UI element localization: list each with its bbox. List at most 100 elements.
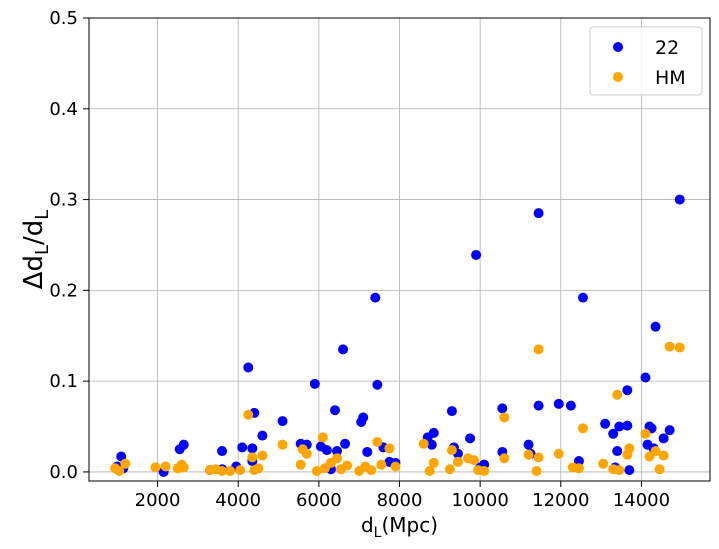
legend-marker-HM: [613, 72, 623, 82]
data-point: [366, 465, 377, 476]
data-point: [372, 436, 383, 447]
data-point: [614, 421, 625, 432]
data-point: [340, 438, 351, 449]
data-point: [640, 428, 651, 439]
data-point: [664, 425, 675, 436]
y-tick-label: 0.2: [49, 280, 78, 301]
data-point: [237, 442, 248, 453]
data-point: [523, 439, 534, 450]
x-tick-label: 12000: [532, 490, 589, 511]
data-point: [446, 406, 457, 417]
data-point: [565, 400, 576, 411]
data-point: [452, 456, 463, 467]
x-tick-label: 6000: [296, 490, 342, 511]
data-point: [178, 439, 189, 450]
data-point: [372, 379, 383, 390]
data-point: [553, 398, 564, 409]
data-point: [577, 292, 588, 303]
data-point: [277, 439, 288, 450]
data-point: [376, 459, 387, 470]
ticks: 2000 4000 6000 8000 10000 12000 14000 0.0 0.1 0.2…: [49, 8, 670, 511]
y-tick-label: 0.5: [49, 8, 78, 29]
data-point: [329, 405, 340, 416]
data-point: [120, 458, 131, 469]
data-point: [533, 208, 544, 219]
data-point: [612, 446, 623, 457]
data-point: [640, 372, 651, 383]
data-point: [622, 420, 633, 431]
legend-marker-22: [613, 42, 623, 52]
data-point: [342, 460, 353, 471]
data-point: [533, 452, 544, 463]
series-22: [112, 194, 685, 477]
data-point: [390, 461, 401, 472]
data-point: [331, 453, 342, 464]
data-point: [533, 400, 544, 411]
data-point: [531, 466, 542, 477]
data-point: [253, 463, 264, 474]
data-point: [622, 385, 633, 396]
data-point: [499, 453, 510, 464]
data-point: [160, 461, 171, 472]
data-point: [178, 462, 189, 473]
data-point: [428, 457, 439, 468]
data-point: [479, 466, 490, 477]
data-point: [116, 451, 127, 462]
y-axis-label: ΔdL/dL: [19, 210, 53, 290]
data-point: [471, 249, 482, 260]
data-point: [650, 446, 661, 457]
data-point: [674, 342, 685, 353]
data-point: [338, 344, 349, 355]
y-tick-label: 0.4: [49, 99, 78, 120]
data-point: [446, 445, 457, 456]
data-point: [624, 443, 635, 454]
data-point: [654, 464, 665, 475]
x-tick-label: 2000: [135, 490, 181, 511]
data-point: [331, 446, 342, 457]
data-point: [384, 443, 395, 454]
data-point: [243, 362, 254, 373]
data-point: [573, 456, 584, 467]
x-tick-label: 14000: [613, 490, 670, 511]
data-point: [598, 458, 609, 469]
y-tick-label: 0.3: [49, 190, 78, 211]
data-point: [523, 449, 534, 460]
data-point: [217, 466, 228, 477]
data-point: [624, 465, 635, 476]
data-point: [235, 465, 246, 476]
data-point: [150, 462, 161, 473]
y-tick-label: 0.0: [49, 462, 78, 483]
data-point: [499, 412, 510, 423]
data-point: [428, 427, 439, 438]
x-tick-label: 8000: [377, 490, 423, 511]
data-point: [301, 448, 312, 459]
data-point: [277, 416, 288, 427]
data-point: [497, 403, 508, 414]
data-point: [424, 466, 435, 477]
data-point: [311, 466, 322, 477]
data-point: [317, 432, 328, 443]
data-point: [225, 466, 236, 477]
data-point: [674, 194, 685, 205]
legend: 22 HM: [589, 26, 703, 96]
data-point: [243, 409, 254, 420]
data-point: [362, 446, 373, 457]
data-point: [370, 292, 381, 303]
data-point: [600, 418, 611, 429]
data-point: [114, 466, 125, 477]
data-point: [247, 452, 258, 463]
data-point: [573, 463, 584, 474]
data-point: [247, 443, 258, 454]
data-point: [426, 439, 437, 450]
data-point: [614, 465, 625, 476]
data-point: [217, 446, 228, 457]
data-point: [295, 459, 306, 470]
data-point: [444, 464, 455, 475]
legend-label: HM: [655, 67, 686, 89]
data-point: [469, 455, 480, 466]
data-point: [553, 448, 564, 459]
x-tick-label: 4000: [215, 490, 261, 511]
x-axis-label: dL(Mpc): [361, 513, 438, 541]
data-point: [533, 344, 544, 355]
